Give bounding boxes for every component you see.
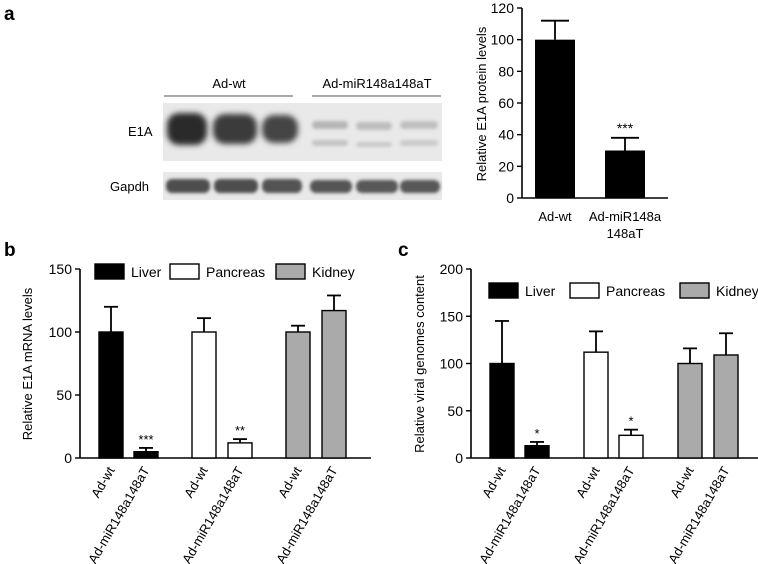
gapdh-band-4 xyxy=(310,180,352,193)
y-tick-label: 150 xyxy=(440,308,464,324)
bar xyxy=(227,442,253,459)
bar xyxy=(535,39,575,198)
legend-swatch xyxy=(169,263,200,280)
bar xyxy=(98,331,124,459)
x-tick-label: 148aT xyxy=(607,226,644,241)
e1a-band-9 xyxy=(400,140,438,146)
blot-group-label-2: Ad-miR148a148aT xyxy=(322,76,431,91)
y-tick-label: 0 xyxy=(506,190,514,206)
bar xyxy=(713,354,739,459)
gapdh-band-2 xyxy=(214,179,258,193)
significance-marker: *** xyxy=(138,432,153,447)
y-axis-label: Relative E1A mRNA levels xyxy=(20,287,35,440)
e1a-band-8 xyxy=(400,121,438,129)
legend-swatch xyxy=(679,282,710,299)
e1a-band-background xyxy=(163,103,442,161)
e1a-band-4 xyxy=(312,121,348,129)
blot-row-label-gapdh: Gapdh xyxy=(110,179,149,194)
bar xyxy=(321,309,347,459)
gapdh-band-3 xyxy=(262,179,302,193)
y-axis-label: Relative E1A protein levels xyxy=(474,26,489,181)
gapdh-band-5 xyxy=(356,180,398,193)
y-tick-label: 100 xyxy=(491,32,515,48)
y-tick-label: 100 xyxy=(440,356,464,372)
gapdh-band-1 xyxy=(166,179,210,193)
panel-label-a: a xyxy=(4,4,15,25)
e1a-band-1 xyxy=(167,113,207,145)
significance-marker: *** xyxy=(617,120,634,136)
y-tick-label: 40 xyxy=(498,127,514,143)
bar xyxy=(191,331,217,459)
x-tick-label: Ad-wt xyxy=(479,464,509,501)
legend-label: Liver xyxy=(525,283,556,299)
e1a-band-6 xyxy=(356,122,392,130)
chart-b: 0 50 100 150 Relative E1A mRNA levels Ad-wt **… xyxy=(20,261,371,564)
y-tick-label: 200 xyxy=(440,261,464,277)
y-tick-label: 100 xyxy=(49,324,73,340)
y-tick-label: 50 xyxy=(447,403,463,419)
x-tick-label: Ad-wt xyxy=(538,209,572,224)
legend-label: Liver xyxy=(131,264,162,280)
legend-swatch xyxy=(488,282,519,299)
e1a-band-5 xyxy=(312,140,348,146)
blot-group-label-1: Ad-wt xyxy=(212,76,246,91)
bar xyxy=(677,362,703,459)
e1a-band-2 xyxy=(213,114,257,144)
legend-swatch xyxy=(569,282,600,299)
legend-label: Kidney xyxy=(716,283,758,299)
legend-label: Kidney xyxy=(312,264,355,280)
x-tick-label: Ad-wt xyxy=(181,464,211,501)
blot-row-label-e1a: E1A xyxy=(128,124,153,139)
x-tick-label: Ad-wt xyxy=(667,464,697,501)
western-blot: Ad-wt Ad-miR148a148aT E1A Gapdh xyxy=(110,76,442,200)
bar xyxy=(133,451,159,459)
bar xyxy=(618,434,644,459)
significance-marker: * xyxy=(628,414,633,429)
y-tick-label: 0 xyxy=(64,450,72,466)
significance-marker: * xyxy=(534,426,539,441)
e1a-band-3 xyxy=(262,115,298,143)
bar xyxy=(489,362,515,459)
bar xyxy=(605,150,645,198)
panel-label-b: b xyxy=(4,240,16,261)
bar xyxy=(285,331,311,459)
y-tick-label: 120 xyxy=(491,0,515,16)
y-axis-label: Relative viral genomes content xyxy=(412,275,427,453)
y-tick-label: 50 xyxy=(56,387,72,403)
bar xyxy=(583,351,609,459)
significance-marker: ** xyxy=(235,423,245,438)
legend-label: Pancreas xyxy=(206,264,265,280)
chart-c: 0 50 100 150 200 Relative viral genomes conte… xyxy=(412,261,758,564)
x-tick-label: Ad-wt xyxy=(573,464,603,501)
e1a-band-7 xyxy=(356,142,392,147)
x-tick-label: Ad-wt xyxy=(275,464,305,501)
y-tick-label: 20 xyxy=(498,158,514,174)
legend-label: Pancreas xyxy=(606,283,665,299)
y-tick-label: 150 xyxy=(49,261,73,277)
legend-swatch xyxy=(94,263,125,280)
y-tick-label: 80 xyxy=(498,63,514,79)
bar xyxy=(524,445,550,459)
x-tick-label: Ad-miR148a xyxy=(589,209,662,224)
legend-swatch xyxy=(275,263,306,280)
panel-label-c: c xyxy=(398,240,409,261)
x-tick-label: Ad-wt xyxy=(88,464,118,501)
y-tick-label: 60 xyxy=(498,95,514,111)
y-tick-label: 0 xyxy=(455,450,463,466)
gapdh-band-6 xyxy=(400,180,440,193)
